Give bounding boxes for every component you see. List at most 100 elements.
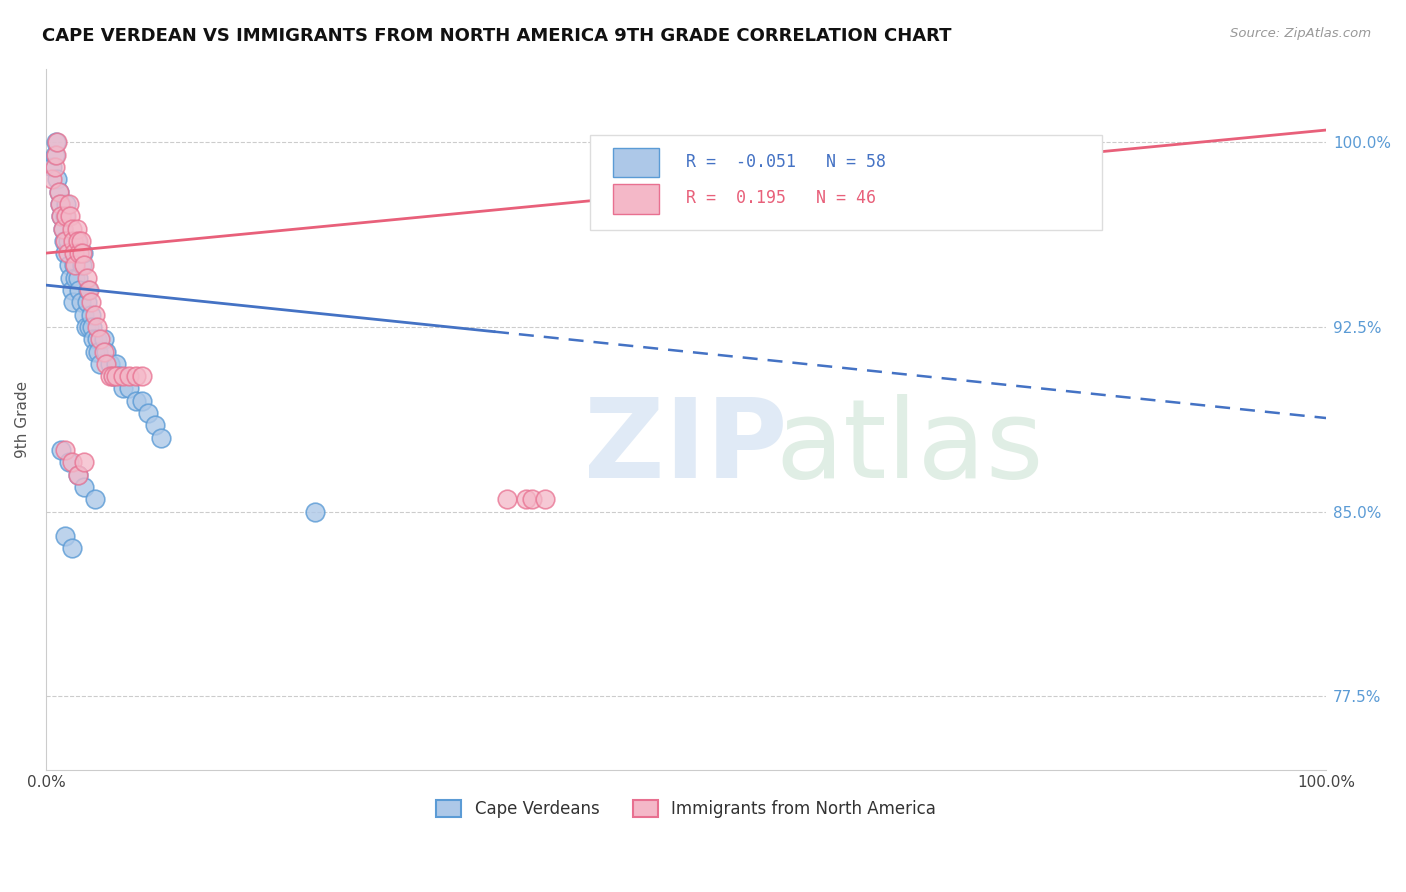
Point xyxy=(59,270,82,285)
Point xyxy=(48,185,70,199)
Text: atlas: atlas xyxy=(776,393,1045,500)
Point xyxy=(495,492,517,507)
Point xyxy=(66,467,89,482)
Y-axis label: 9th Grade: 9th Grade xyxy=(15,381,30,458)
Point xyxy=(73,259,96,273)
Point xyxy=(67,283,90,297)
Point xyxy=(41,160,63,174)
Point xyxy=(63,246,86,260)
FancyBboxPatch shape xyxy=(613,147,659,178)
Point xyxy=(52,221,75,235)
Point xyxy=(48,185,70,199)
Point xyxy=(55,197,77,211)
Point xyxy=(75,320,97,334)
Point xyxy=(111,369,134,384)
Point xyxy=(60,221,83,235)
Legend: Cape Verdeans, Immigrants from North America: Cape Verdeans, Immigrants from North Ame… xyxy=(430,793,942,825)
Point xyxy=(52,234,75,248)
Point xyxy=(304,504,326,518)
Point xyxy=(87,344,110,359)
Point xyxy=(515,492,537,507)
Point xyxy=(52,221,75,235)
Point xyxy=(80,320,103,334)
Point xyxy=(41,172,63,186)
Point xyxy=(72,246,94,260)
FancyBboxPatch shape xyxy=(613,184,659,214)
Point xyxy=(105,357,128,371)
Point xyxy=(83,308,105,322)
Point xyxy=(56,234,79,248)
Point xyxy=(66,234,89,248)
Text: Source: ZipAtlas.com: Source: ZipAtlas.com xyxy=(1230,27,1371,40)
Point xyxy=(44,160,66,174)
Point xyxy=(118,382,141,396)
Point xyxy=(98,369,121,384)
Point xyxy=(53,209,76,223)
Point xyxy=(69,295,91,310)
Point xyxy=(94,344,117,359)
Point xyxy=(89,357,111,371)
Point xyxy=(77,283,100,297)
Point xyxy=(76,270,98,285)
Text: CAPE VERDEAN VS IMMIGRANTS FROM NORTH AMERICA 9TH GRADE CORRELATION CHART: CAPE VERDEAN VS IMMIGRANTS FROM NORTH AM… xyxy=(42,27,952,45)
Point xyxy=(53,246,76,260)
Point xyxy=(55,209,77,223)
Point xyxy=(66,270,89,285)
Point xyxy=(56,246,79,260)
Point xyxy=(138,406,160,420)
Point xyxy=(534,492,557,507)
Point xyxy=(45,147,67,161)
Point xyxy=(65,270,87,285)
Point xyxy=(101,369,124,384)
Point xyxy=(101,369,124,384)
Point xyxy=(131,369,153,384)
Point xyxy=(79,283,101,297)
Point xyxy=(51,209,73,223)
Point xyxy=(51,443,73,458)
Point xyxy=(93,332,115,346)
Point xyxy=(79,320,101,334)
Text: R =  -0.051   N = 58: R = -0.051 N = 58 xyxy=(686,153,886,170)
Point xyxy=(86,332,108,346)
Point xyxy=(80,295,103,310)
Point xyxy=(93,344,115,359)
Point xyxy=(49,197,72,211)
Point xyxy=(66,467,89,482)
Point xyxy=(73,308,96,322)
Point xyxy=(150,431,173,445)
Point xyxy=(60,455,83,469)
Point xyxy=(83,492,105,507)
Text: R =  0.195   N = 46: R = 0.195 N = 46 xyxy=(686,189,876,207)
Point xyxy=(70,246,93,260)
Point xyxy=(46,172,69,186)
Point xyxy=(60,283,83,297)
Point xyxy=(60,541,83,556)
Point xyxy=(63,259,86,273)
Point xyxy=(66,234,89,248)
Point xyxy=(86,320,108,334)
Point xyxy=(49,197,72,211)
Point xyxy=(70,259,93,273)
Point xyxy=(53,443,76,458)
Point xyxy=(118,369,141,384)
Point xyxy=(46,136,69,150)
Point xyxy=(83,344,105,359)
Point xyxy=(62,234,84,248)
Point xyxy=(58,455,80,469)
Point xyxy=(131,393,153,408)
Point xyxy=(45,136,67,150)
Point xyxy=(51,209,73,223)
Point xyxy=(124,369,146,384)
Point xyxy=(58,197,80,211)
Point xyxy=(98,357,121,371)
FancyBboxPatch shape xyxy=(591,136,1102,230)
Point xyxy=(53,234,76,248)
Point xyxy=(58,259,80,273)
Point xyxy=(62,295,84,310)
Point xyxy=(59,209,82,223)
Point xyxy=(44,147,66,161)
Point xyxy=(522,492,544,507)
Point xyxy=(108,369,131,384)
Point xyxy=(82,332,104,346)
Point xyxy=(76,295,98,310)
